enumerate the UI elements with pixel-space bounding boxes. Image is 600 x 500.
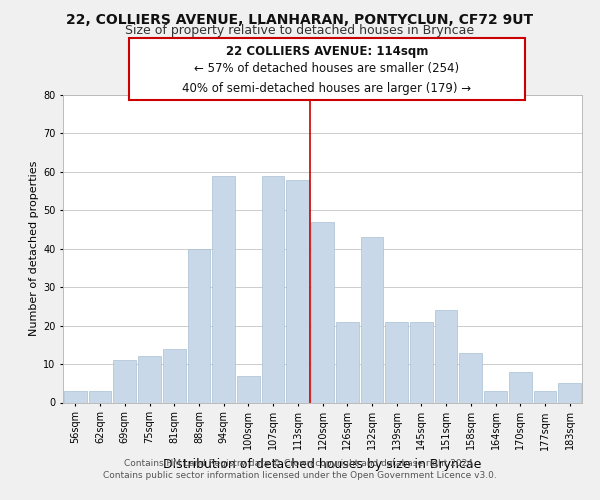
Bar (336, 322, 359, 402)
Bar (385, 322, 408, 402)
Text: 22 COLLIERS AVENUE: 114sqm: 22 COLLIERS AVENUE: 114sqm (226, 44, 428, 58)
Bar (460, 352, 482, 403)
Bar (188, 248, 210, 402)
Text: Size of property relative to detached houses in Bryncae: Size of property relative to detached ho… (125, 24, 475, 37)
Bar (410, 322, 433, 402)
Bar (533, 391, 556, 402)
Y-axis label: Number of detached properties: Number of detached properties (29, 161, 39, 336)
Text: 22, COLLIERS AVENUE, LLANHARAN, PONTYCLUN, CF72 9UT: 22, COLLIERS AVENUE, LLANHARAN, PONTYCLU… (67, 12, 533, 26)
Bar (237, 376, 260, 402)
Bar (64, 391, 87, 402)
Bar (89, 391, 112, 402)
Text: Contains public sector information licensed under the Open Government Licence v3: Contains public sector information licen… (103, 472, 497, 480)
Bar (286, 180, 309, 402)
Bar (113, 360, 136, 403)
Text: ← 57% of detached houses are smaller (254): ← 57% of detached houses are smaller (25… (194, 62, 460, 75)
Bar (163, 348, 185, 403)
Text: Contains HM Land Registry data © Crown copyright and database right 2024.: Contains HM Land Registry data © Crown c… (124, 460, 476, 468)
Bar (558, 384, 581, 402)
Bar (484, 391, 507, 402)
Bar (509, 372, 532, 402)
Bar (435, 310, 457, 402)
Bar (361, 237, 383, 402)
Bar (262, 176, 284, 402)
Bar (138, 356, 161, 403)
Bar (311, 222, 334, 402)
Bar (212, 176, 235, 402)
X-axis label: Distribution of detached houses by size in Bryncae: Distribution of detached houses by size … (163, 458, 482, 471)
Text: 40% of semi-detached houses are larger (179) →: 40% of semi-detached houses are larger (… (182, 82, 472, 95)
